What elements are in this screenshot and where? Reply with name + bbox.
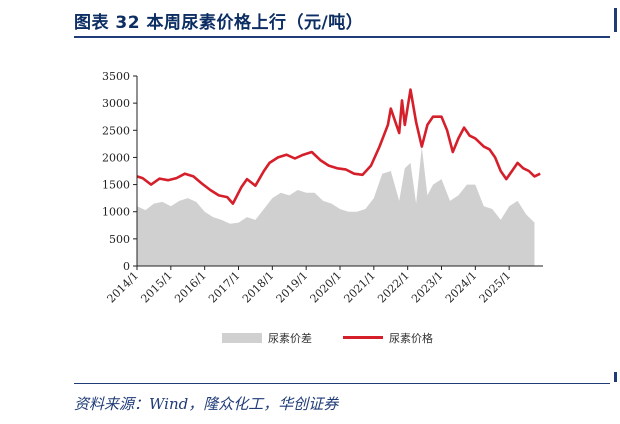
y-tick-label: 500 xyxy=(109,233,130,246)
spread-area-layer xyxy=(137,146,535,266)
y-tick-label: 2500 xyxy=(102,124,130,137)
x-tick-label: 2018/1 xyxy=(240,269,277,306)
x-tick-label: 2020/1 xyxy=(308,269,345,306)
x-tick-label: 2019/1 xyxy=(274,269,311,306)
legend: 尿素价差 尿素价格 xyxy=(222,331,433,345)
x-tick-label: 2022/1 xyxy=(375,269,412,306)
y-tick-label: 3000 xyxy=(102,97,130,110)
spread-area xyxy=(137,146,535,266)
legend-label-price: 尿素价格 xyxy=(389,331,433,345)
source-divider xyxy=(74,383,610,384)
title-divider xyxy=(74,36,610,38)
legend-label-spread: 尿素价差 xyxy=(268,331,312,345)
y-tick-label: 1000 xyxy=(102,206,130,219)
adjacent-panel-edge-bottom xyxy=(614,372,617,382)
y-tick-labels: 0 500 1000 1500 2000 2500 3000 3500 xyxy=(102,70,130,273)
y-tick-label: 2000 xyxy=(102,151,130,164)
x-tick-label: 2023/1 xyxy=(409,269,446,306)
price-line xyxy=(136,88,541,205)
x-tick-label: 2025/1 xyxy=(477,269,514,306)
y-tick-label: 0 xyxy=(123,260,130,273)
x-tick-label: 2021/1 xyxy=(341,269,378,306)
urea-price-chart: 0 500 1000 1500 2000 2500 3000 3500 2014/12015/… xyxy=(102,70,543,345)
x-tick-label: 2017/1 xyxy=(206,269,243,306)
x-tick-label: 2015/1 xyxy=(138,269,175,306)
figure-title: 图表 32 本周尿素价格上行（元/吨） xyxy=(74,13,364,33)
x-tick-label: 2024/1 xyxy=(443,269,480,306)
y-tick-label: 1500 xyxy=(102,179,130,192)
price-line-layer xyxy=(136,88,541,205)
legend-swatch-price xyxy=(343,336,383,339)
x-tick-labels: 2014/12015/12016/12017/12018/12019/12020… xyxy=(105,269,514,306)
x-tick-label: 2014/1 xyxy=(105,269,142,306)
adjacent-panel-edge xyxy=(614,8,617,32)
axes-layer xyxy=(133,75,543,270)
source-note: 资料来源：Wind，隆众化工，华创证券 xyxy=(74,395,339,413)
y-tick-label: 3500 xyxy=(102,70,130,83)
legend-swatch-spread xyxy=(222,333,262,343)
x-tick-label: 2016/1 xyxy=(172,269,209,306)
